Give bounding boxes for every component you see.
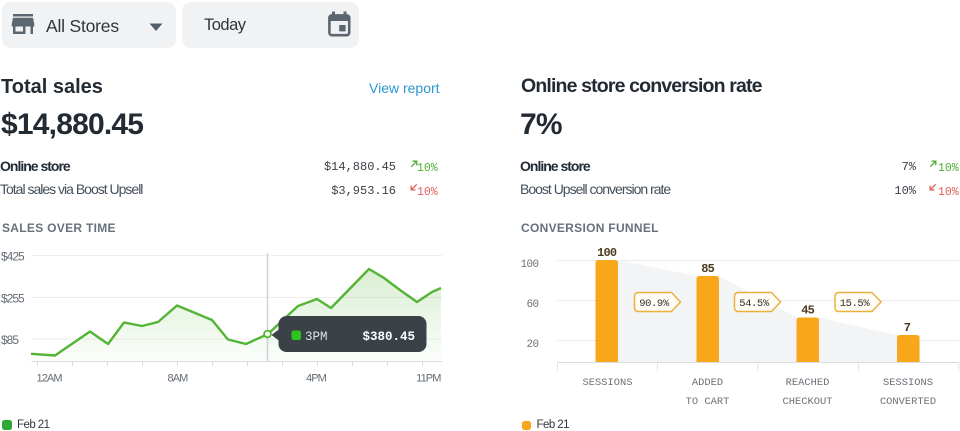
svg-text:100: 100 [597, 246, 617, 260]
svg-text:$255: $255 [1, 292, 25, 306]
svg-text:8AM: 8AM [168, 373, 189, 385]
svg-text:12AM: 12AM [37, 373, 63, 385]
svg-text:7: 7 [904, 321, 911, 335]
svg-text:ADDED: ADDED [692, 377, 723, 389]
svg-text:3PM: 3PM [305, 330, 328, 344]
svg-text:SESSIONS: SESSIONS [883, 377, 933, 389]
svg-text:CONVERTED: CONVERTED [880, 396, 936, 408]
svg-text:100: 100 [520, 259, 538, 271]
svg-text:54.5%: 54.5% [739, 298, 770, 310]
svg-text:$85: $85 [1, 333, 19, 347]
svg-text:20: 20 [526, 339, 538, 351]
svg-text:CHECKOUT: CHECKOUT [783, 396, 833, 408]
svg-text:15.5%: 15.5% [840, 298, 871, 310]
svg-text:$380.45: $380.45 [362, 330, 415, 344]
svg-text:60: 60 [526, 299, 538, 311]
svg-text:SESSIONS: SESSIONS [583, 377, 633, 389]
svg-text:TO CART: TO CART [686, 396, 730, 408]
svg-text:$425: $425 [1, 250, 25, 264]
svg-text:REACHED: REACHED [786, 377, 830, 389]
svg-text:11PM: 11PM [416, 373, 441, 385]
svg-text:85: 85 [701, 262, 714, 276]
svg-text:4PM: 4PM [306, 373, 327, 385]
svg-text:45: 45 [801, 304, 814, 318]
svg-text:90.9%: 90.9% [639, 298, 670, 310]
